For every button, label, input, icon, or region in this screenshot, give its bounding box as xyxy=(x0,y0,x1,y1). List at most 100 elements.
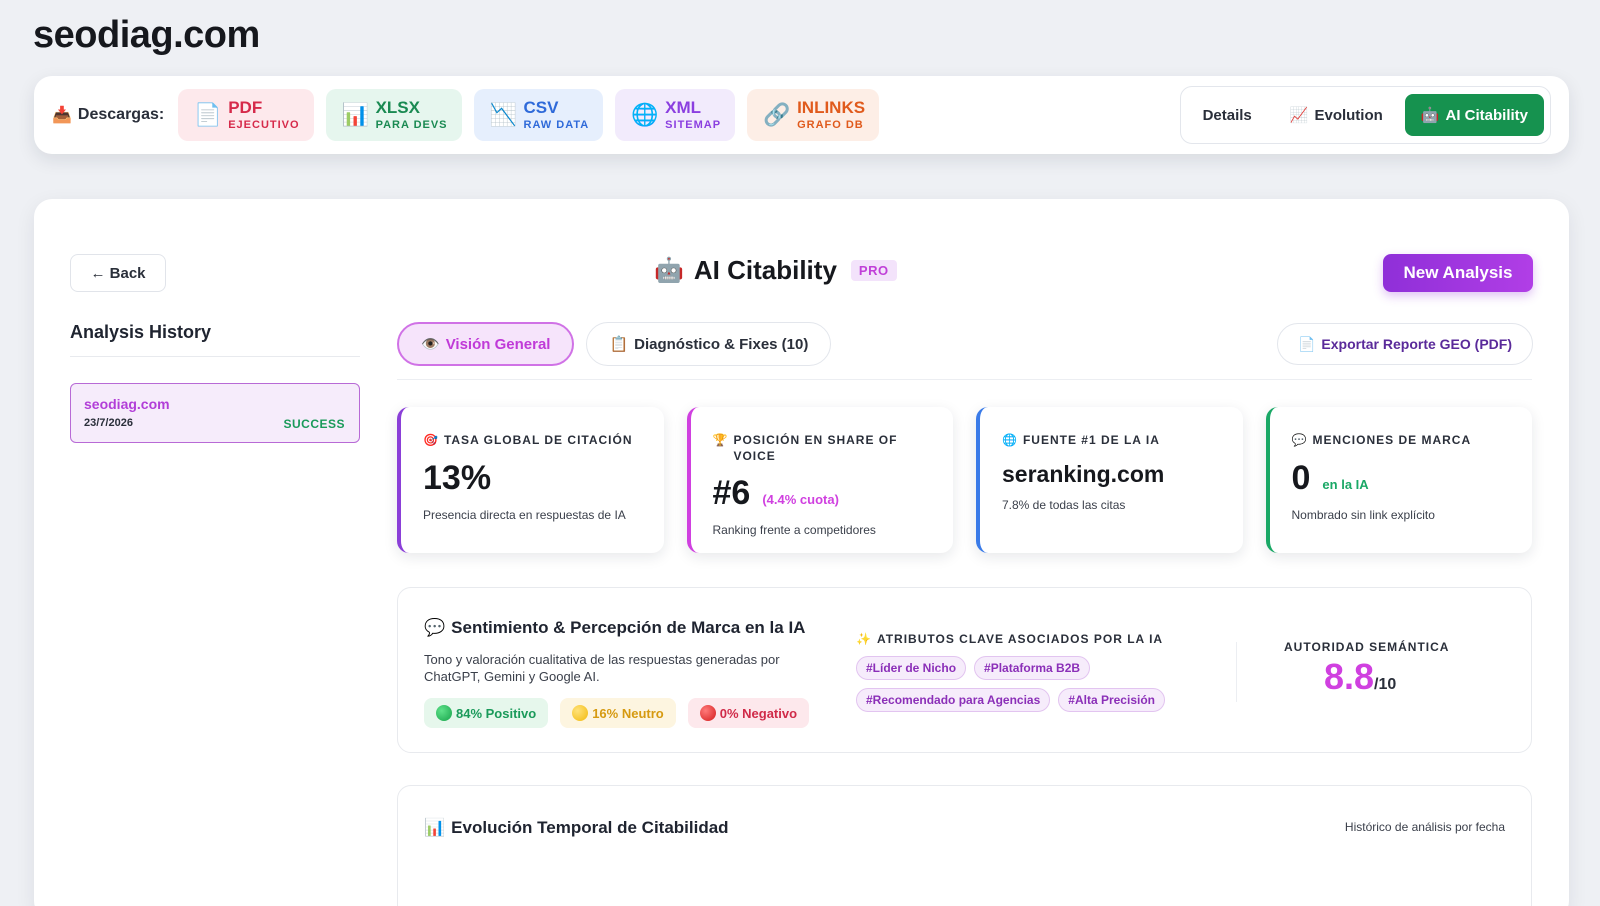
download-inlinks-button[interactable]: 🔗 INLINKS GRAFO DB xyxy=(747,89,880,141)
download-xml-button[interactable]: 🌐 XML SITEMAP xyxy=(615,89,736,141)
kpi-description: Ranking frente a competidores xyxy=(712,523,876,538)
attribute-tag: #Alta Precisión xyxy=(1058,688,1165,712)
kpi-value: #6 xyxy=(712,474,751,513)
sentiment-positive-label: 84% Positivo xyxy=(456,705,537,721)
sentiment-description: Tono y valoración cualitativa de las res… xyxy=(424,652,780,684)
sentiment-neutral-label: 16% Neutro xyxy=(592,705,664,721)
attributes-title: ✨ ATRIBUTOS CLAVE ASOCIADOS POR LA IA xyxy=(856,632,1163,646)
download-xlsx-label: XLSX xyxy=(375,98,420,117)
downloads-label: 📥 Descargas: xyxy=(52,105,164,125)
tab-details-label: Details xyxy=(1202,106,1252,124)
kpi-label: TASA GLOBAL DE CITACIÓN xyxy=(443,433,633,447)
sentiment-positive: 84% Positivo xyxy=(424,698,549,728)
export-report-button[interactable]: 📄 Exportar Reporte GEO (PDF) xyxy=(1276,323,1533,365)
kpi-card-top-source: 🌐 FUENTE #1 DE LA IA seranking.com 7.8% d… xyxy=(976,407,1243,553)
evolution-section: 📊 Evolución Temporal de Citabilidad Hist… xyxy=(397,785,1532,906)
tab-ai-citability[interactable]: 🤖 AI Citability xyxy=(1404,94,1544,136)
tab-ai-citability-label: AI Citability xyxy=(1445,106,1528,124)
sentiment-section: 💬 Sentimiento & Percepción de Marca en l… xyxy=(397,587,1532,753)
site-title: seodiag.com xyxy=(33,14,260,56)
evolution-title-text: Evolución Temporal de Citabilidad xyxy=(451,818,729,837)
back-button[interactable]: ← Back xyxy=(70,254,166,292)
inbox-tray-icon: 📥 xyxy=(52,107,72,124)
downloads-toolbar: 📥 Descargas: 📄 PDF EJECUTIVO 📊 XLSX PARA D… xyxy=(34,76,1569,154)
main-panel: ← Back 🤖 AI Citability PRO New Analysis … xyxy=(34,199,1569,906)
evolution-title: 📊 Evolución Temporal de Citabilidad xyxy=(424,818,729,838)
tab-evolution-label: Evolution xyxy=(1314,106,1383,124)
kpi-label: POSICIÓN EN SHARE OF VOICE xyxy=(733,433,898,463)
target-icon: 🎯 xyxy=(423,433,439,447)
robot-icon: 🤖 xyxy=(654,257,684,284)
document-icon: 📄 xyxy=(1297,335,1316,352)
download-inlinks-label: INLINKS xyxy=(797,98,866,117)
download-csv-sublabel: RAW DATA xyxy=(523,119,590,131)
divider xyxy=(70,356,360,357)
sentiment-pills: 84% Positivo 16% Neutro 0% Negativo xyxy=(424,698,810,728)
download-inlinks-sublabel: GRAFO DB xyxy=(797,119,864,131)
download-pdf-label: PDF xyxy=(228,98,263,117)
attribute-tag: #Recomendado para Agencias xyxy=(856,688,1051,712)
document-icon: 📄 xyxy=(194,102,222,127)
kpi-mentions-note: en la IA xyxy=(1322,476,1369,492)
authority-value: 8.8 xyxy=(1324,656,1375,697)
authority-title: AUTORIDAD SEMÁNTICA xyxy=(1284,640,1450,654)
chart-up-icon: 📈 xyxy=(1289,107,1309,124)
page-title: 🤖 AI Citability PRO xyxy=(654,255,897,286)
link-icon: 🔗 xyxy=(763,102,791,127)
tab-overview[interactable]: 👁️ Visión General xyxy=(397,322,575,366)
download-pdf-button[interactable]: 📄 PDF EJECUTIVO xyxy=(178,89,314,141)
download-xlsx-button[interactable]: 📊 XLSX PARA DEVS xyxy=(325,89,462,141)
history-item-date: 23/7/2026 xyxy=(84,417,133,429)
speech-bubble-icon: 💬 xyxy=(1291,433,1308,447)
attributes-title-text: ATRIBUTOS CLAVE ASOCIADOS POR LA IA xyxy=(876,632,1164,646)
history-item-domain: seodiag.com xyxy=(84,396,170,412)
authority-max: /10 xyxy=(1374,676,1397,693)
kpi-card-citation-rate: 🎯 TASA GLOBAL DE CITACIÓN 13% Presencia d… xyxy=(397,407,664,553)
sentiment-title-text: Sentimiento & Percepción de Marca en la … xyxy=(451,618,806,637)
downloads-label-text: Descargas: xyxy=(77,106,165,123)
eye-icon: 👁️ xyxy=(421,336,440,353)
page-title-text: AI Citability xyxy=(693,255,837,285)
evolution-note: Histórico de análisis por fecha xyxy=(1344,820,1505,834)
history-item[interactable]: seodiag.com 23/7/2026 SUCCESS xyxy=(70,383,360,443)
kpi-description: 7.8% de todas las citas xyxy=(1002,497,1126,512)
tab-diagnostics-label: Diagnóstico & Fixes (10) xyxy=(634,335,809,353)
tab-details[interactable]: Details xyxy=(1187,94,1268,136)
history-title: Analysis History xyxy=(70,322,212,342)
kpi-description: Nombrado sin link explícito xyxy=(1291,507,1435,522)
attribute-tag: #Plataforma B2B xyxy=(974,656,1091,680)
kpi-value: 13% xyxy=(423,458,492,497)
divider xyxy=(397,379,1532,380)
sentiment-title: 💬 Sentimiento & Percepción de Marca en l… xyxy=(424,618,805,638)
download-pdf-sublabel: EJECUTIVO xyxy=(228,119,300,131)
globe-icon: 🌐 xyxy=(1002,433,1018,447)
new-analysis-button[interactable]: New Analysis xyxy=(1383,254,1533,292)
kpi-value: 0 xyxy=(1291,458,1311,497)
kpi-card-share-of-voice: 🏆 POSICIÓN EN SHARE OF VOICE #6 (4.4% cuot… xyxy=(686,407,953,553)
robot-icon: 🤖 xyxy=(1420,107,1440,124)
tab-diagnostics[interactable]: 📋 Diagnóstico & Fixes (10) xyxy=(586,322,832,366)
download-csv-button[interactable]: 📉 CSV RAW DATA xyxy=(473,89,604,141)
content-tabs: 👁️ Visión General 📋 Diagnóstico & Fixes … xyxy=(397,322,832,366)
bar-chart-icon: 📊 xyxy=(341,102,369,127)
download-csv-label: CSV xyxy=(523,98,559,117)
red-circle-icon xyxy=(699,705,716,721)
download-xml-label: XML xyxy=(665,98,702,117)
sentiment-neutral: 16% Neutro xyxy=(560,698,676,728)
attribute-tags: #Líder de Nicho #Plataforma B2B #Recomen… xyxy=(856,656,1186,712)
sentiment-negative-label: 0% Negativo xyxy=(719,705,798,721)
chart-down-icon: 📉 xyxy=(489,102,517,127)
kpi-description: Presencia directa en respuestas de IA xyxy=(423,507,626,522)
kpi-share-note: (4.4% cuota) xyxy=(762,492,839,508)
attribute-tag: #Líder de Nicho xyxy=(856,656,967,680)
download-xlsx-sublabel: PARA DEVS xyxy=(375,119,448,131)
green-circle-icon xyxy=(436,705,452,721)
sentiment-negative: 0% Negativo xyxy=(687,698,810,728)
globe-icon: 🌐 xyxy=(631,102,659,127)
divider xyxy=(1236,642,1237,702)
trophy-icon: 🏆 xyxy=(712,433,729,447)
download-xml-sublabel: SITEMAP xyxy=(665,119,722,131)
tab-evolution[interactable]: 📈 Evolution xyxy=(1274,94,1399,136)
view-tabs: Details 📈 Evolution 🤖 AI Citability xyxy=(1179,86,1551,144)
authority-score: 8.8 /10 xyxy=(1324,656,1396,698)
